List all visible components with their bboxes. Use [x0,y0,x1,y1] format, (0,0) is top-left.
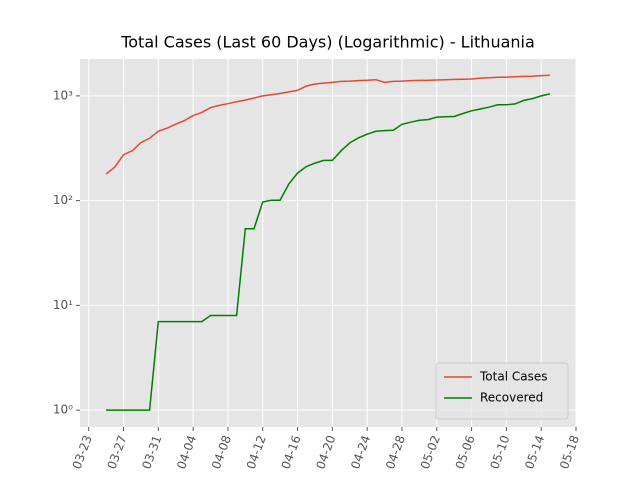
x-tick-label: 03-27 [105,433,130,471]
x-tick-label: 04-28 [383,433,408,471]
legend-label: Total Cases [479,370,547,384]
y-tick-label: 10¹ [53,298,73,312]
y-tick-label: 10² [53,193,73,207]
x-tick-label: 04-12 [244,433,269,471]
x-tick-label: 05-14 [522,433,547,471]
x-tick-label: 03-23 [70,433,95,471]
x-tick-label: 04-24 [348,433,373,471]
x-tick-label: 05-18 [557,433,582,471]
series-line [106,93,551,411]
chart-title: Total Cases (Last 60 Days) (Logarithmic)… [120,33,535,52]
y-tick-label: 10³ [53,88,73,102]
x-tick-label: 05-06 [453,433,478,471]
x-tick-label: 04-04 [174,433,199,471]
x-tick-label: 05-02 [418,433,443,471]
x-tick-label: 04-20 [313,433,338,471]
legend-label: Recovered [480,391,543,405]
x-tick-label: 04-16 [279,433,304,471]
x-tick-label: 04-08 [209,433,234,471]
series-line [105,74,550,175]
x-tick-label: 05-10 [487,433,512,471]
legend: Total Cases Recovered [435,362,569,420]
y-tick-label: 10⁰ [53,403,73,417]
x-tick-label: 03-31 [139,433,164,471]
